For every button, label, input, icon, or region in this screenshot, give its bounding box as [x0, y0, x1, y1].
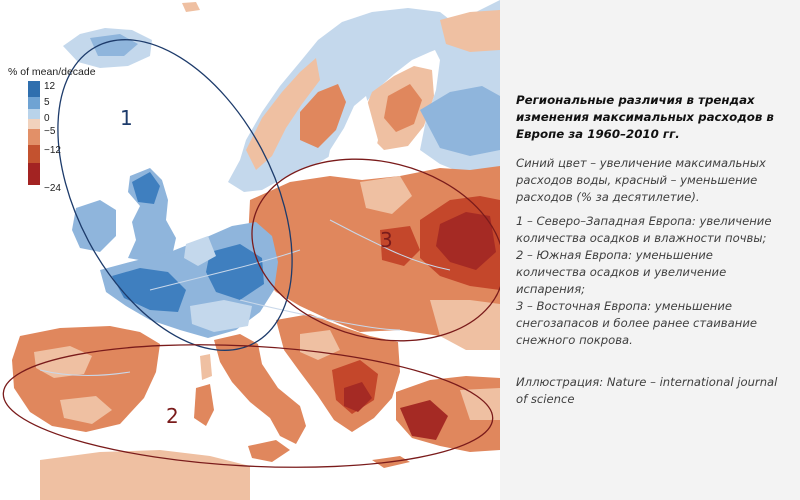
- sardinia-land: [194, 384, 214, 426]
- legend-swatch-blue-light: [28, 109, 40, 119]
- legend-tick: 0: [44, 113, 50, 124]
- alps-light: [190, 300, 252, 332]
- eastern-europe-red-dark: [436, 212, 496, 270]
- region-1-ellipse: [57, 39, 293, 351]
- turkey-light: [460, 388, 500, 420]
- greece-red-dark: [344, 382, 372, 412]
- iberia-south-light: [60, 396, 112, 424]
- region-2-ellipse: [2, 344, 494, 468]
- legend-swatch-blue-dark: [28, 81, 40, 97]
- region-3-label: 3: [380, 228, 393, 252]
- legend-swatch-blue: [28, 97, 40, 109]
- corsica-land: [200, 354, 212, 380]
- europe-map: [2, 0, 500, 500]
- italy-land: [214, 334, 306, 444]
- finland-patch: [384, 84, 422, 132]
- russia-north-orange: [440, 10, 500, 52]
- caption-region-item: 1 – Северо–Западная Европа: увеличение к…: [516, 214, 772, 245]
- caption-intro: Синий цвет – увеличение максимальных рас…: [516, 156, 766, 204]
- caption-credit: Иллюстрация: Nature – international jour…: [516, 375, 778, 406]
- baltic-sea: [326, 96, 378, 184]
- legend-swatch-red-dark: [28, 163, 40, 185]
- legend-swatch-red: [28, 145, 40, 163]
- legend-swatch-neutral: [28, 119, 40, 129]
- sweden-patch: [300, 84, 346, 148]
- ireland-land: [72, 200, 116, 252]
- legend-tick: −12: [44, 145, 61, 156]
- region-1-label: 1: [120, 106, 133, 130]
- black-sea-coast-light: [430, 300, 500, 350]
- region-3-ellipse: [251, 158, 500, 342]
- flood-trend-map: % of mean/decade 12 5 0 −5 −12 −24 1 2 3: [2, 0, 500, 500]
- map-legend: % of mean/decade 12 5 0 −5 −12 −24: [4, 66, 124, 196]
- benelux-light: [184, 236, 216, 266]
- north-island: [182, 2, 200, 12]
- legend-tick: 12: [44, 81, 56, 92]
- rivers: [39, 219, 451, 377]
- turkey-red-dark: [400, 400, 448, 440]
- legend-title: % of mean/decade: [8, 66, 96, 78]
- sicily-land: [248, 440, 290, 462]
- legend-tick: −5: [44, 126, 56, 137]
- caption-region-list: 1 – Северо–Западная Европа: увеличение к…: [516, 213, 784, 349]
- baltic-states-orange: [360, 176, 412, 214]
- legend-tick: 5: [44, 97, 50, 108]
- norway-patch: [246, 58, 320, 170]
- legend-tick: −24: [44, 183, 61, 194]
- caption-heading: Региональные различия в трендах изменени…: [516, 93, 774, 141]
- caption-region-item: 2 – Южная Европа: уменьшение количества …: [516, 248, 727, 296]
- france-blue-dark: [112, 268, 186, 312]
- balkans-light: [300, 330, 340, 360]
- russia-north-patch: [420, 86, 500, 156]
- germany-blue-dark: [206, 244, 264, 300]
- scotland-patch: [132, 172, 160, 204]
- caption-panel: Региональные различия в трендах изменени…: [500, 0, 800, 500]
- north-africa-land: [40, 450, 250, 500]
- ukraine-red: [380, 226, 420, 266]
- legend-swatch-orange: [28, 129, 40, 145]
- caption-region-item: 3 – Восточная Европа: уменьшение снегоза…: [516, 299, 757, 347]
- region-2-label: 2: [166, 404, 179, 428]
